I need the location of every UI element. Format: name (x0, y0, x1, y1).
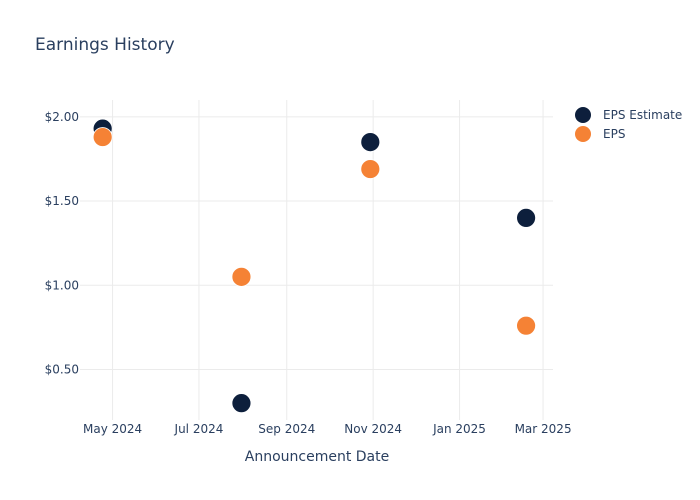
y-tick-label: $2.00 (45, 110, 79, 124)
data-point[interactable] (231, 393, 252, 414)
legend-marker (575, 126, 591, 142)
chart-title: Earnings History (35, 35, 175, 55)
data-point[interactable] (516, 315, 536, 336)
x-tick-label: Jul 2024 (174, 422, 224, 436)
data-point[interactable] (92, 127, 113, 147)
legend-item[interactable]: EPS (575, 126, 625, 142)
series-eps-estimate (92, 118, 536, 414)
data-point[interactable] (360, 159, 381, 179)
legend-label: EPS Estimate (603, 108, 682, 122)
legend[interactable]: EPS Estimate EPS (575, 107, 682, 142)
x-tick-label: May 2024 (83, 422, 142, 436)
x-tick-label: Mar 2025 (515, 422, 572, 436)
marker-layer (92, 118, 536, 414)
y-tick-label: $1.50 (45, 194, 79, 208)
y-tick-label: $1.00 (45, 278, 79, 292)
data-point[interactable] (231, 266, 252, 287)
legend-label: EPS (603, 127, 625, 141)
legend-item[interactable]: EPS Estimate (575, 107, 682, 123)
data-point[interactable] (360, 132, 381, 153)
data-point[interactable] (516, 207, 536, 228)
x-axis-title: Announcement Date (245, 449, 389, 465)
legend-marker (575, 107, 591, 123)
tick-layer: May 2024 Jul 2024 Sep 2024 Nov 2024 Jan 2025… (45, 110, 572, 436)
x-tick-label: Jan 2025 (432, 422, 486, 436)
grid-layer (80, 100, 553, 420)
series-eps (92, 127, 536, 336)
x-tick-label: Nov 2024 (344, 422, 402, 436)
y-tick-label: $0.50 (45, 362, 79, 376)
x-tick-label: Sep 2024 (258, 422, 315, 436)
